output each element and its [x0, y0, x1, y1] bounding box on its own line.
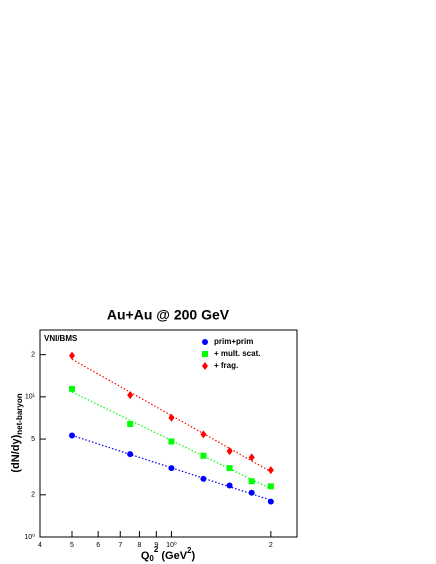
data-point	[200, 452, 207, 459]
data-point	[267, 466, 274, 475]
x-label-sup: 2	[154, 545, 159, 554]
fit-line	[71, 358, 272, 473]
legend-label: prim+prim	[214, 337, 253, 346]
data-point	[69, 385, 76, 392]
data-point	[226, 482, 233, 489]
x-tick-label: 5	[70, 542, 74, 549]
data-point	[267, 483, 274, 490]
data-point	[127, 421, 134, 428]
x-label-base: Q	[141, 550, 150, 562]
x-tick-label: 7	[118, 542, 122, 549]
data-point	[267, 498, 274, 505]
legend-marker	[202, 351, 208, 357]
x-tick-label: 8	[137, 542, 141, 549]
y-label-sub: net-baryon	[15, 393, 24, 434]
data-point	[168, 413, 175, 422]
data-point	[200, 430, 207, 439]
y-label-base: (dN/dy)	[10, 434, 22, 472]
y-tick-label: 5	[31, 436, 35, 443]
plot-frame	[39, 329, 298, 538]
legend-label: + mult. scat.	[214, 349, 260, 358]
y-tick-label: 2	[31, 492, 35, 499]
x-label-unit: (GeV	[158, 550, 187, 562]
chart-title: Au+Au @ 200 GeV	[107, 307, 230, 323]
legend-label: + frag.	[214, 361, 238, 370]
data-point	[127, 451, 134, 458]
annotation: VNI/BMS	[44, 334, 78, 343]
x-label-close: )	[191, 550, 195, 562]
data-point	[69, 432, 76, 439]
data-point	[127, 391, 134, 400]
data-point	[248, 478, 255, 485]
y-tick-label: 2	[31, 352, 35, 359]
x-label-unit-sup: 2	[187, 546, 192, 555]
data-point	[226, 447, 233, 456]
x-tick-label: 10⁰	[166, 541, 177, 549]
y-tick-label: 10⁰	[24, 533, 35, 541]
data-point	[168, 465, 175, 472]
data-point	[69, 351, 76, 360]
legend-marker	[202, 339, 208, 345]
data-point	[248, 453, 255, 462]
x-axis-label: Q02 (GeV2)	[141, 545, 196, 563]
x-tick-label: 9	[154, 542, 158, 549]
x-tick-label: 2	[269, 542, 273, 549]
legend-marker	[202, 362, 208, 370]
x-tick-label: 4	[38, 542, 42, 549]
y-tick-label: 10¹	[25, 394, 36, 401]
x-tick-label: 6	[96, 542, 100, 549]
data-point	[248, 489, 255, 496]
data-point	[168, 438, 175, 445]
x-label-sub: 0	[149, 554, 154, 563]
data-point	[200, 475, 207, 482]
data-point	[226, 465, 233, 472]
y-axis-label: (dN/dy)net-baryon	[10, 393, 24, 472]
